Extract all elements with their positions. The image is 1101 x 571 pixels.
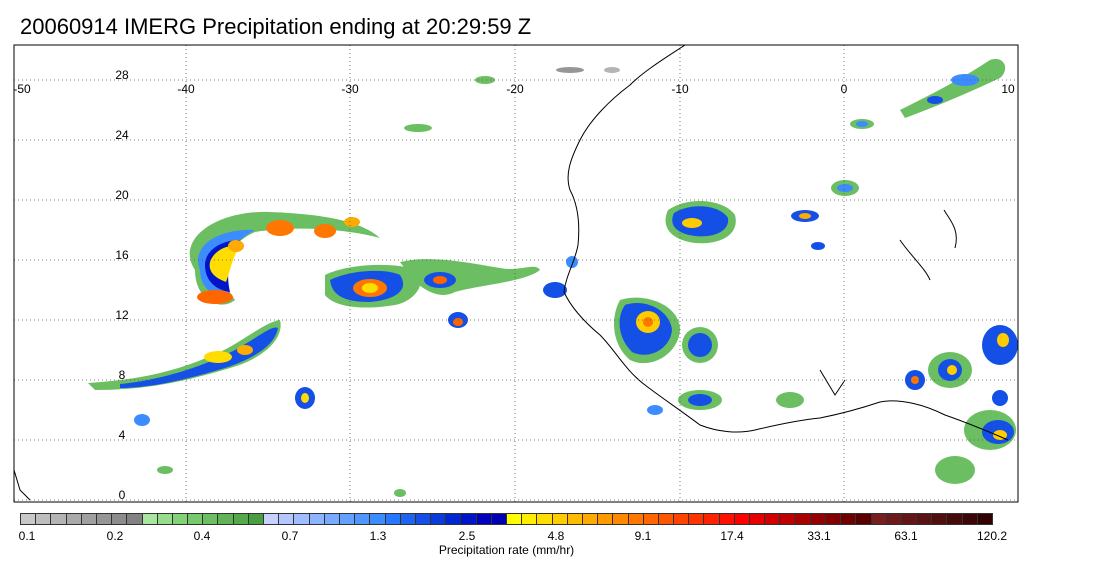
colorbar-cell [339,514,356,524]
colorbar-tick-label: 120.2 [976,529,1008,543]
lon-tick-label: -50 [13,82,31,96]
colorbar-cell [355,514,371,524]
colorbar-cell [476,514,492,524]
colorbar-cell [157,514,173,524]
lon-tick-label: 0 [841,82,848,96]
colorbar-cell [461,514,477,524]
colorbar-cell [81,514,97,524]
colorbar-tick-label: 4.8 [547,529,565,543]
colorbar-cell [780,514,796,524]
colorbar-cell [188,514,204,524]
lat-tick-label: 4 [119,428,126,442]
colorbar-cell [522,514,538,524]
lon-tick-label: -40 [177,82,195,96]
colorbar-cell [841,514,857,524]
lon-tick-label: 10 [1001,82,1015,96]
colorbar-cell [385,514,401,524]
colorbar-cell [127,514,143,524]
colorbar-cell [689,514,705,524]
precip-field [88,59,1018,497]
colorbar-tick-label: 0.7 [281,529,299,543]
lat-tick-label: 28 [115,68,129,82]
colorbar-cell [552,514,568,524]
graticule [14,45,1018,502]
colorbar-cell [233,514,249,524]
colorbar-cell [598,514,614,524]
lat-tick-label: 0 [119,488,126,502]
colorbar-cell [750,514,766,524]
colorbar-cell [567,514,583,524]
colorbar-cell [507,514,523,524]
lat-tick-label: 20 [115,188,129,202]
colorbar-cell [765,514,781,524]
colorbar-cell [643,514,659,524]
colorbar-cell [901,514,918,524]
colorbar [20,513,993,525]
colorbar-cell [917,514,933,524]
colorbar-cell [264,514,280,524]
colorbar-cell [294,514,310,524]
colorbar-cell [248,514,264,524]
colorbar-cell [218,514,234,524]
colorbar-cell [370,514,386,524]
lon-tick-label: -30 [341,82,359,96]
colorbar-cell [825,514,842,524]
colorbar-cell [112,514,128,524]
lon-tick-label: -10 [671,82,689,96]
lat-tick-label: 8 [119,368,126,382]
colorbar-cell [96,514,113,524]
colorbar-cell [977,514,992,524]
colorbar-cell [719,514,735,524]
colorbar-cell [36,514,52,524]
lat-tick-label: 16 [115,248,129,262]
lat-tick-label: 12 [115,308,129,322]
colorbar-cell [324,514,340,524]
colorbar-label: Precipitation rate (mm/hr) [438,543,575,557]
colorbar-cell [66,514,82,524]
colorbar-cell [21,514,37,524]
colorbar-cell [962,514,978,524]
colorbar-cell [871,514,887,524]
colorbar-tick-label: 9.1 [634,529,652,543]
colorbar-cell [856,514,872,524]
colorbar-cell [431,514,447,524]
colorbar-cell [203,514,219,524]
colorbar-cell [279,514,295,524]
colorbar-cell [582,514,599,524]
colorbar-cell [886,514,902,524]
map-frame [13,44,1019,503]
colorbar-cell [810,514,826,524]
coastline [14,45,1009,501]
colorbar-cell [947,514,963,524]
colorbar-cell [795,514,811,524]
colorbar-tick-label: 33.1 [807,529,831,543]
colorbar-cell [400,514,416,524]
colorbar-cell [446,514,462,524]
lon-tick-label: -20 [506,82,524,96]
colorbar-cell [142,514,158,524]
colorbar-cell [674,514,690,524]
colorbar-cell [734,514,750,524]
colorbar-cell [704,514,720,524]
precipitation-map: -50 -40 -30 -20 -10 0 10 28 24 20 16 12 … [13,44,1019,503]
lat-tick-label: 24 [115,128,129,142]
colorbar-tick-label: 17.4 [720,529,744,543]
colorbar-cell [537,514,553,524]
map-title: 20060914 IMERG Precipitation ending at 2… [20,14,532,39]
colorbar-cell [51,514,67,524]
colorbar-tick-label: 0.2 [106,529,124,543]
colorbar-cell [172,514,189,524]
colorbar-tick-label: 63.1 [894,529,918,543]
colorbar-cell [309,514,325,524]
colorbar-tick-label: 0.4 [193,529,211,543]
colorbar-cell [932,514,948,524]
colorbar-tick-label: 0.1 [18,529,36,543]
colorbar-cell [628,514,644,524]
colorbar-tick-label: 2.5 [458,529,476,543]
colorbar-tick-label: 1.3 [369,529,387,543]
colorbar-cell [613,514,629,524]
colorbar-cell [415,514,432,524]
colorbar-cell [658,514,675,524]
colorbar-cell [491,514,507,524]
